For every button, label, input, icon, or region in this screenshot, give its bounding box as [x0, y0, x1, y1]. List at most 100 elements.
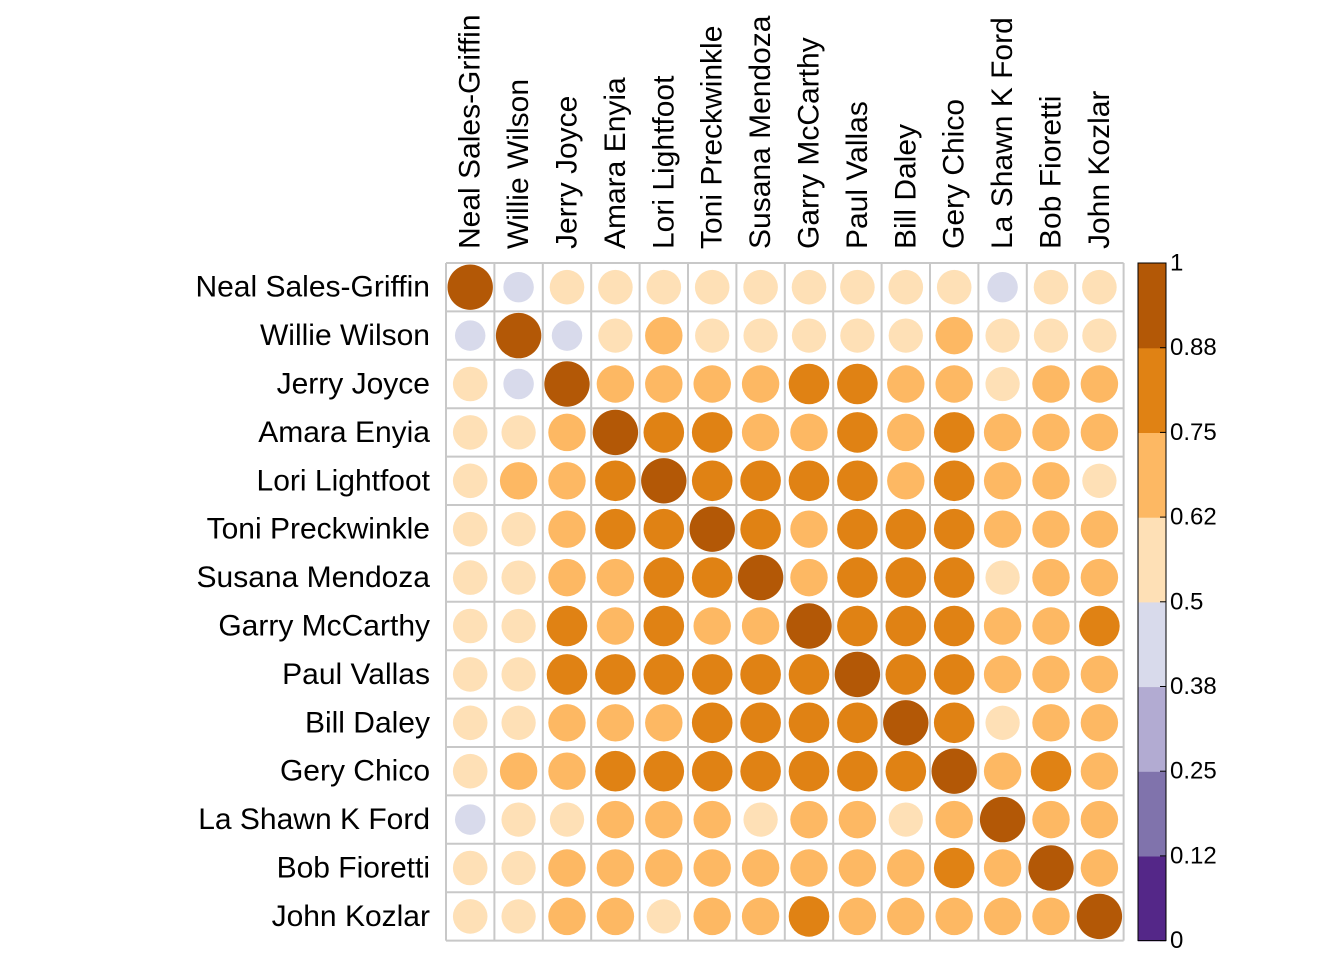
correlation-circle: [885, 557, 927, 598]
colorbar-segment: [1138, 347, 1166, 433]
correlation-circle: [790, 800, 828, 839]
colorbar-segment: [1138, 686, 1166, 772]
correlation-circle: [837, 605, 878, 647]
correlation-circle: [983, 510, 1022, 548]
correlation-circle: [645, 849, 683, 887]
colorbar-tick-label: 0.75: [1170, 419, 1217, 446]
correlation-circle: [499, 462, 538, 500]
correlation-circle: [544, 361, 590, 407]
row-label: Gery Chico: [280, 755, 430, 788]
correlation-circle: [788, 654, 830, 695]
correlation-circle: [790, 413, 828, 452]
row-label: Paul Vallas: [282, 658, 430, 691]
correlation-circle: [501, 802, 536, 837]
correlation-circle: [501, 899, 536, 934]
correlation-circle: [935, 800, 973, 839]
correlation-circle: [888, 802, 923, 837]
correlation-circle: [501, 850, 536, 886]
correlation-circle: [933, 702, 975, 744]
correlation-circle: [885, 654, 927, 695]
colorbar-segment: [1138, 517, 1166, 603]
correlation-circle: [983, 655, 1022, 694]
correlation-circle: [695, 318, 730, 353]
column-label: Bill Daley: [889, 124, 922, 249]
correlation-circle: [548, 558, 586, 597]
correlation-circle: [452, 511, 488, 547]
row-label: John Kozlar: [272, 900, 430, 933]
correlation-circle: [548, 752, 586, 790]
correlation-circle: [1030, 750, 1072, 792]
correlation-circle: [741, 607, 780, 645]
correlation-circle: [643, 605, 685, 647]
correlation-circle: [454, 320, 486, 351]
correlation-circle: [691, 750, 733, 792]
correlation-circle: [840, 269, 875, 305]
correlation-circle: [790, 558, 828, 597]
correlation-circle: [1080, 558, 1119, 597]
colorbar-segment: [1138, 432, 1166, 518]
correlation-circle: [1080, 365, 1119, 403]
correlation-circle: [551, 320, 583, 351]
correlation-circle: [548, 704, 586, 742]
correlation-circle: [983, 897, 1022, 936]
row-label: Garry McCarthy: [218, 610, 430, 643]
correlation-circle: [452, 657, 488, 692]
correlation-circle: [452, 705, 488, 741]
correlation-circle: [740, 654, 781, 695]
correlation-circle: [788, 896, 830, 937]
column-label: Toni Preckwinkle: [696, 26, 729, 249]
correlation-circle: [645, 800, 683, 839]
row-label: Jerry Joyce: [277, 368, 430, 401]
correlation-circle: [1032, 704, 1070, 742]
correlation-circle: [1033, 318, 1069, 353]
colorbar-tick-label: 0.25: [1170, 758, 1217, 785]
correlation-circle: [1033, 269, 1069, 305]
column-label: Neal Sales-Griffin: [454, 14, 487, 249]
correlation-circle: [979, 796, 1026, 843]
correlation-circle: [598, 318, 633, 353]
correlation-circle: [740, 508, 781, 550]
correlation-circle: [1032, 413, 1070, 452]
correlation-circle: [1082, 269, 1117, 305]
correlation-circle: [643, 508, 685, 550]
correlation-circle: [501, 608, 536, 644]
correlation-circle: [452, 463, 488, 499]
row-label: Amara Enyia: [258, 416, 430, 449]
correlation-circle: [495, 312, 542, 359]
correlation-circle: [885, 508, 927, 550]
correlation-circle: [741, 849, 780, 887]
correlation-circle: [1080, 655, 1119, 694]
correlation-circle: [837, 702, 878, 744]
correlation-circle: [596, 704, 635, 742]
correlation-circle: [548, 897, 586, 936]
correlation-circle: [885, 605, 927, 647]
correlation-circle: [693, 849, 731, 887]
correlation-circle: [501, 657, 536, 692]
correlation-circle: [694, 269, 730, 305]
correlation-circle: [592, 409, 639, 456]
correlation-circle: [743, 269, 778, 305]
correlation-circle: [645, 704, 683, 742]
correlation-circle: [740, 702, 781, 744]
correlation-circle: [887, 897, 925, 936]
correlation-circle: [933, 654, 975, 695]
row-labels: Neal Sales-Griffin Willie Wilson Jerry Joy…: [195, 271, 430, 933]
column-label: Amara Enyia: [599, 77, 632, 249]
correlation-circle: [452, 753, 488, 789]
correlation-circle: [790, 849, 828, 887]
correlation-circle: [691, 654, 733, 695]
correlation-circles: [447, 264, 1123, 940]
correlation-circle: [1032, 655, 1070, 694]
correlation-circle: [691, 412, 733, 453]
correlation-circle: [790, 510, 828, 548]
correlation-circle: [1079, 605, 1120, 647]
column-label: Bob Fioretti: [1035, 96, 1068, 249]
correlation-circle: [1080, 752, 1119, 790]
correlation-circle: [501, 705, 536, 740]
correlation-circle: [933, 412, 975, 453]
column-label: Lori Lightfoot: [647, 75, 680, 249]
correlation-circle: [887, 849, 925, 887]
row-label: La Shawn K Ford: [198, 803, 430, 836]
correlation-circle: [693, 800, 731, 839]
